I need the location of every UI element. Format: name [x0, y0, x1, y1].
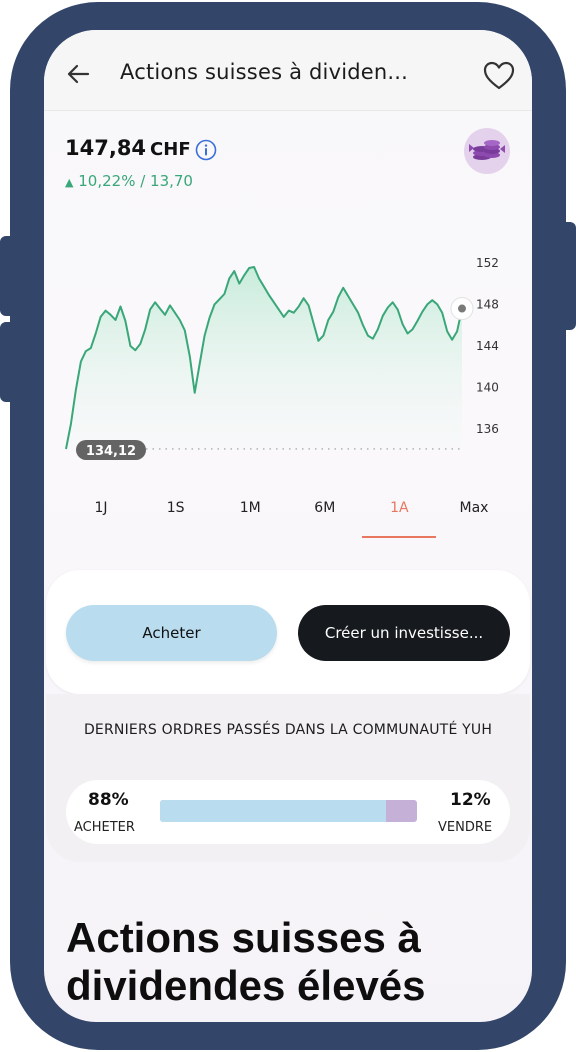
arrow-left-icon: [67, 64, 90, 84]
info-icon[interactable]: [195, 139, 217, 161]
product-title: Actions suisses à dividendes élevés: [66, 914, 426, 1009]
sell-label: VENDRE: [438, 820, 493, 835]
back-button[interactable]: [62, 58, 94, 90]
currency-label: CHF: [150, 139, 191, 160]
active-range-underline: [362, 536, 437, 538]
y-tick-label: 136: [476, 422, 499, 436]
time-range-selector: 1J 1S 1M 6M 1A Max: [64, 500, 512, 540]
range-tab-max[interactable]: Max: [459, 500, 489, 516]
buy-label: ACHETER: [74, 820, 135, 835]
y-tick-label: 152: [476, 256, 499, 270]
order-ratio-bar: [160, 800, 417, 822]
sell-percentage: 12%: [450, 790, 491, 810]
volume-down-button: [0, 322, 16, 402]
price-line: [65, 266, 463, 450]
buy-percentage: 88%: [88, 790, 129, 810]
product-avatar[interactable]: [464, 128, 510, 174]
volume-up-button: [0, 236, 16, 316]
range-tab-1j[interactable]: 1J: [94, 500, 108, 516]
price-change-value: 10,22% / 13,70: [78, 172, 193, 190]
y-tick-label: 140: [476, 381, 499, 395]
buy-ratio-fill: [160, 800, 387, 822]
start-price-badge: [76, 439, 146, 460]
app-screen: Actions suisses à dividen... 147,84 CHF ▲…: [44, 30, 532, 1022]
create-investment-button[interactable]: Créer un investisse...: [298, 605, 510, 661]
price-display: 147,84 CHF: [65, 136, 217, 161]
buy-button[interactable]: Acheter: [66, 605, 277, 661]
price-chart[interactable]: 134,12 136 140 144 148 152: [44, 220, 532, 470]
favorite-button[interactable]: [482, 60, 516, 92]
range-tab-1a[interactable]: 1A: [390, 500, 409, 516]
chart-area-fill: [66, 267, 462, 450]
heart-icon: [483, 61, 515, 90]
coins-icon: [469, 140, 505, 160]
top-nav-bar: Actions suisses à dividen...: [44, 30, 532, 111]
range-tab-1m[interactable]: 1M: [239, 500, 261, 516]
range-tab-1s[interactable]: 1S: [166, 500, 185, 516]
range-tab-6m[interactable]: 6M: [314, 500, 336, 516]
price-change: ▲ 10,22% / 13,70: [65, 172, 193, 190]
y-tick-label: 148: [476, 297, 499, 311]
power-button: [560, 222, 576, 330]
page-title: Actions suisses à dividen...: [120, 60, 409, 84]
current-price: 147,84: [65, 136, 147, 160]
current-point: [458, 304, 466, 313]
start-price-label: 134,12: [86, 444, 136, 459]
y-tick-label: 144: [476, 339, 499, 353]
community-orders-title: DERNIERS ORDRES PASSÉS DANS LA COMMUNAUT…: [83, 722, 493, 738]
up-arrow-icon: ▲: [65, 176, 74, 189]
